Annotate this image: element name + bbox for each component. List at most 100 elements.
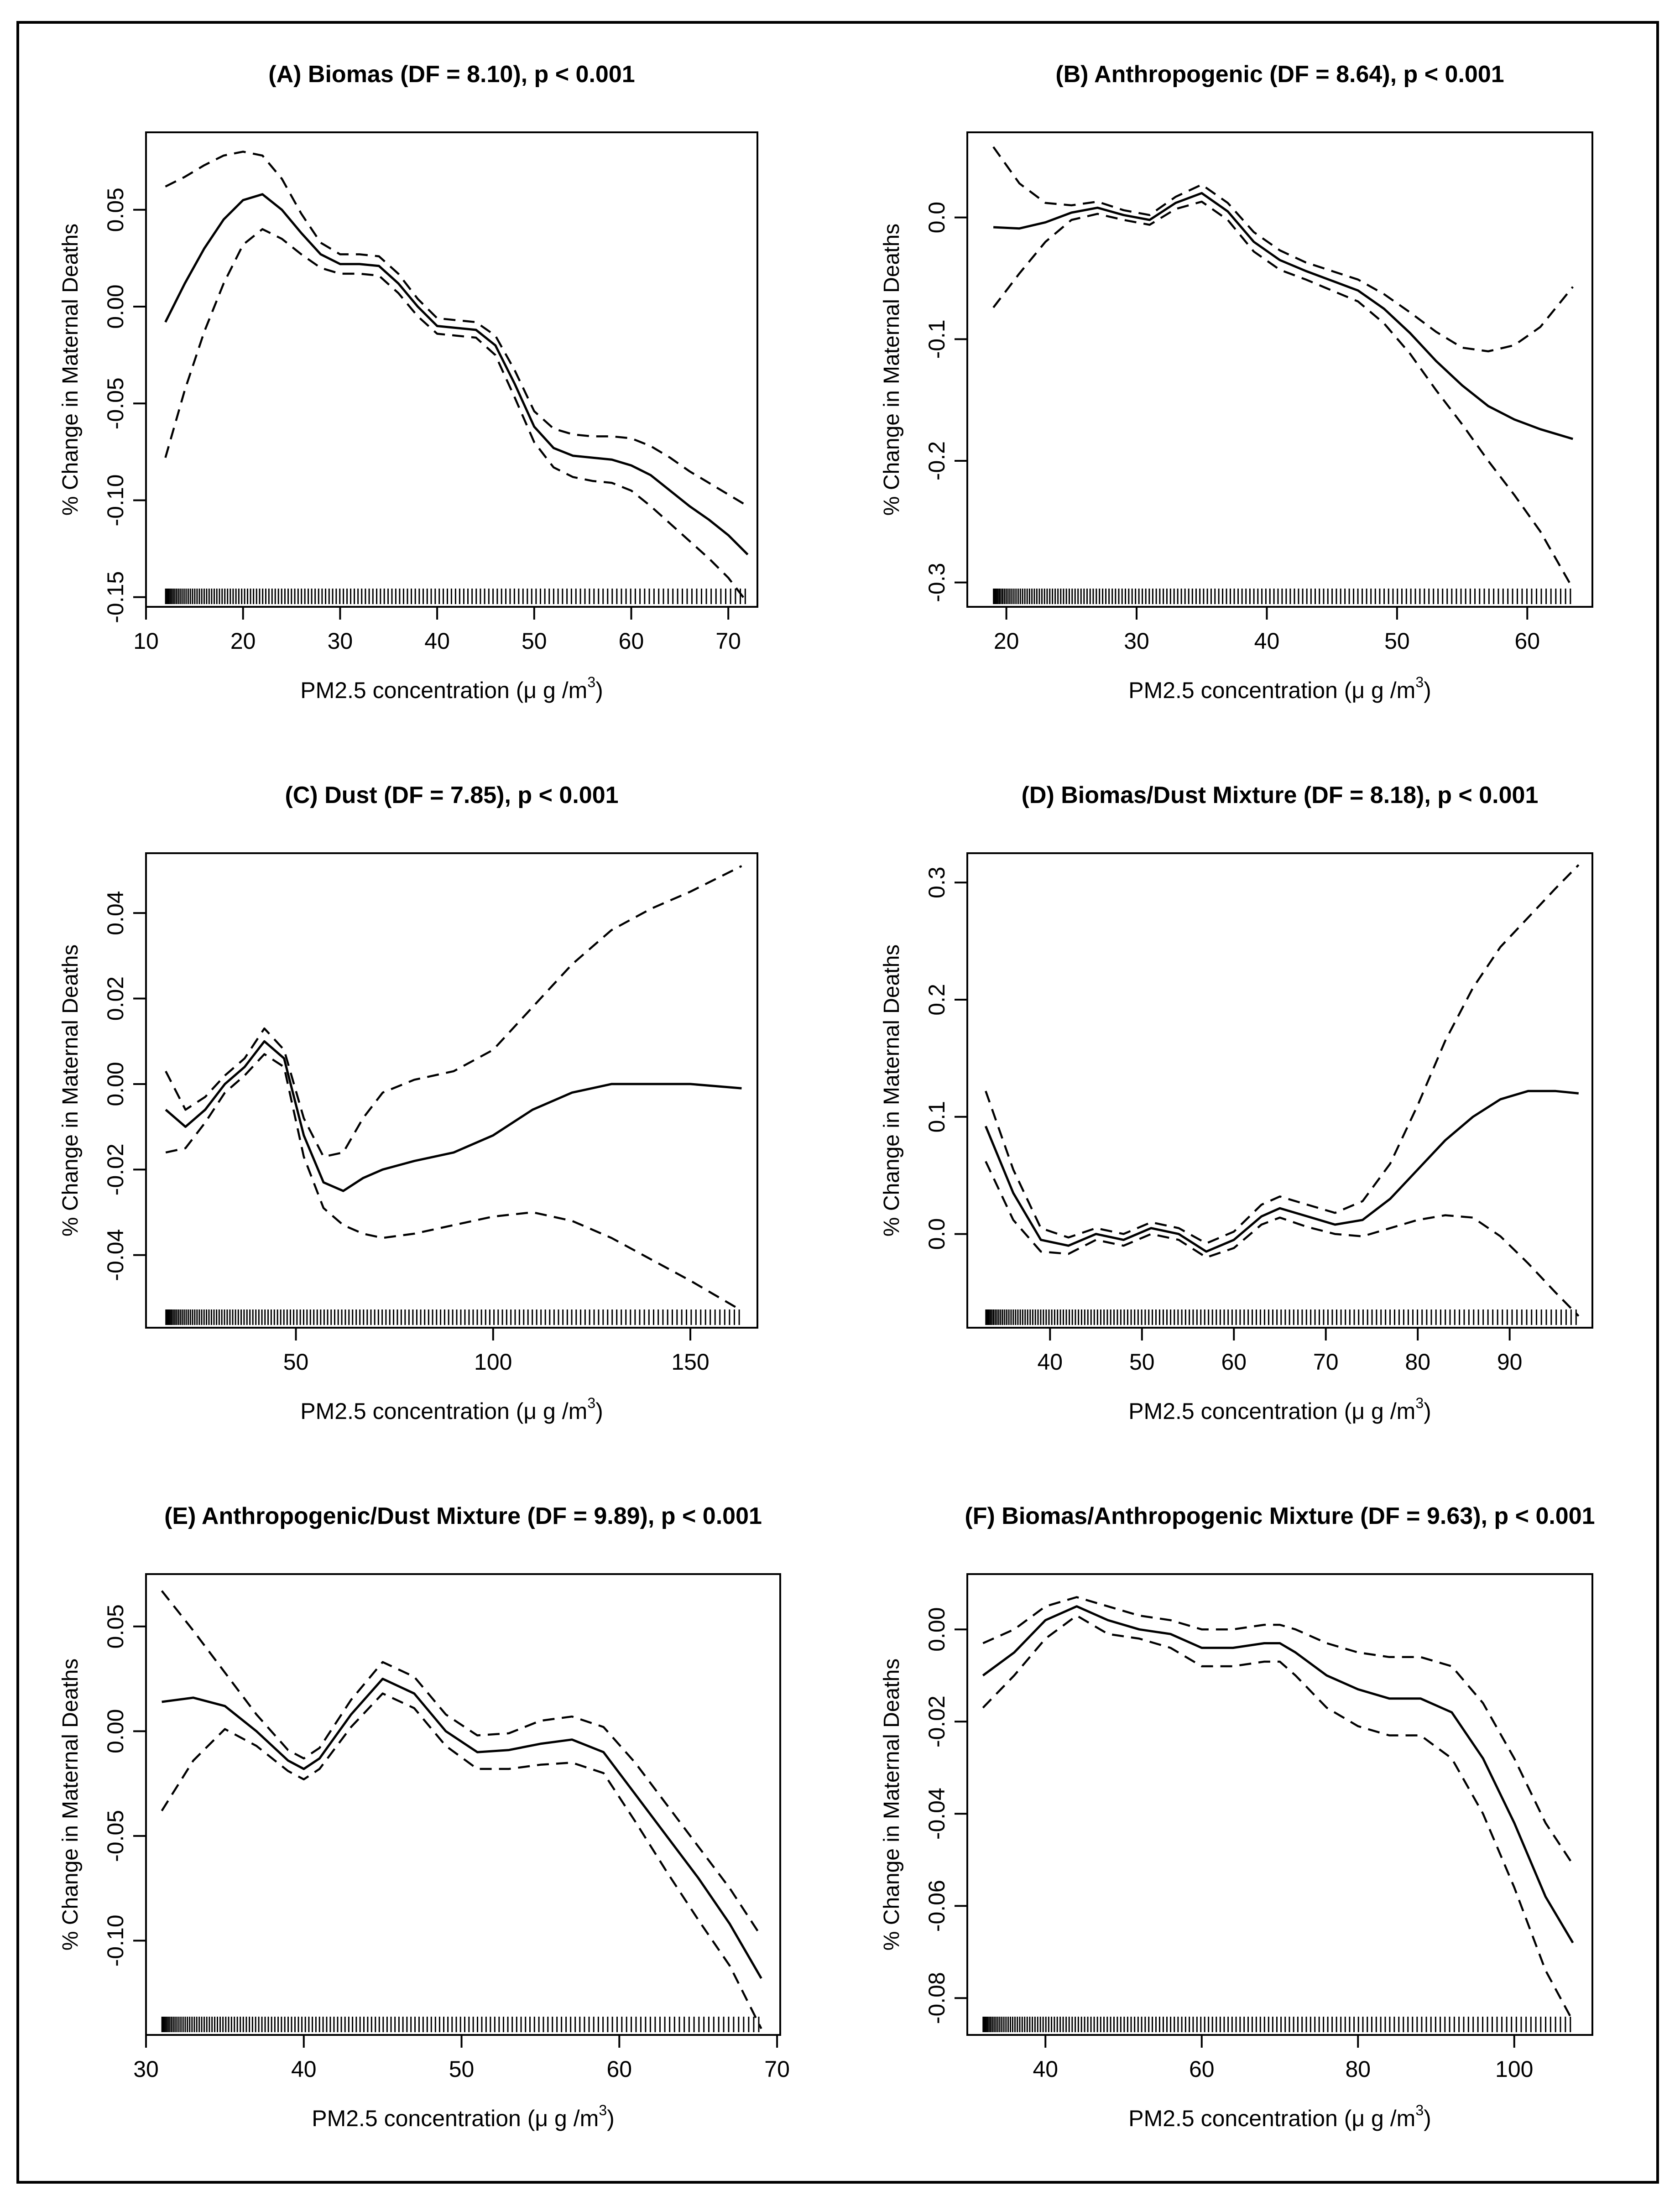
y-tick-label: -0.02 (924, 1695, 950, 1747)
x-tick-label: 50 (449, 2056, 475, 2082)
plot-frame (966, 852, 1593, 1329)
x-tick-label: 40 (291, 2056, 317, 2082)
x-tick-label: 60 (1189, 2056, 1215, 2082)
y-tick-label: 0.05 (103, 1604, 128, 1648)
chart-title: (D) Biomas/Dust Mixture (DF = 8.18), p <… (1022, 782, 1539, 808)
x-tick-label: 10 (133, 628, 159, 654)
series-lower-line (982, 1614, 1574, 2022)
y-tick-label: -0.2 (924, 441, 950, 480)
rug-marks (985, 1309, 1577, 1325)
y-tick-label: 0.0 (924, 202, 950, 234)
series-upper-line (161, 1590, 762, 1937)
x-tick-label: 60 (619, 628, 644, 654)
x-axis-label-unit-tail: m (1397, 678, 1416, 703)
series-estimate-line (993, 192, 1573, 440)
series-upper-line (992, 146, 1574, 353)
x-tick-label: 20 (230, 628, 256, 654)
y-tick-label: 0.00 (924, 1607, 950, 1652)
chart-title: (B) Anthropogenic (DF = 8.64), p < 0.001 (1055, 61, 1504, 88)
x-axis-label-unit-tail: m (580, 2106, 599, 2131)
y-tick-label: -0.05 (103, 1810, 128, 1862)
x-axis-label-unit: μ g (523, 1398, 556, 1424)
x-tick-label: 40 (1038, 1349, 1063, 1375)
x-axis-label-sup: 3 (587, 1395, 595, 1411)
y-tick-label: -0.10 (103, 1914, 128, 1966)
x-tick-label: 70 (715, 628, 741, 654)
x-axis-label-text: PM2.5 concentration ( (312, 2106, 535, 2131)
x-axis-label-slash: / (556, 678, 569, 703)
x-tick-label: 60 (607, 2056, 632, 2082)
x-tick-label: 90 (1497, 1349, 1523, 1375)
plot-frame (145, 852, 758, 1329)
series-lower-line (992, 200, 1574, 589)
x-tick-label: 30 (328, 628, 353, 654)
x-tick-label: 60 (1221, 1349, 1247, 1375)
y-tick-label: 0.0 (924, 1218, 950, 1250)
x-axis-label-unit: μ g (523, 678, 556, 703)
y-tick-label: 0.1 (924, 1101, 950, 1133)
x-axis-label-close: ) (1424, 1398, 1431, 1424)
series-lower-line (164, 228, 749, 604)
y-tick-label: 0.3 (924, 866, 950, 898)
y-axis-label: % Change in Maternal Deaths (58, 944, 83, 1236)
x-axis-label: PM2.5 concentration (μ g /m3) (300, 674, 603, 703)
series-upper-line (982, 1596, 1574, 1865)
y-tick-label: -0.05 (103, 377, 128, 429)
chart-panel-5: (E) Anthropogenic/Dust Mixture (DF = 9.8… (58, 1503, 790, 2131)
chart-title: (F) Biomas/Anthropogenic Mixture (DF = 9… (965, 1503, 1595, 1529)
series-estimate-line (982, 1605, 1574, 1944)
y-tick-label: 0.2 (924, 984, 950, 1016)
plot-frame (966, 131, 1593, 608)
series-upper-line (165, 865, 742, 1158)
x-tick-label: 100 (474, 1349, 512, 1375)
x-axis-label-unit: μ g (535, 2106, 567, 2131)
x-axis-label-unit: μ g (1351, 2106, 1384, 2131)
x-axis-label-unit-tail: m (569, 1398, 588, 1424)
x-axis-label-sup: 3 (1415, 1395, 1424, 1411)
x-tick-label: 50 (522, 628, 547, 654)
series-lower-line (161, 1692, 762, 2029)
x-tick-label: 70 (764, 2056, 790, 2082)
x-tick-label: 40 (1033, 2056, 1058, 2082)
x-tick-label: 100 (1495, 2056, 1533, 2082)
series-estimate-line (165, 1040, 742, 1192)
rug-marks (165, 1309, 740, 1325)
x-axis-label-close: ) (1424, 2106, 1431, 2131)
y-tick-label: 0.00 (103, 1062, 128, 1106)
x-axis-label-slash: / (1384, 678, 1397, 703)
x-tick-label: 50 (1129, 1349, 1155, 1375)
x-tick-label: 60 (1514, 628, 1540, 654)
x-axis-label-close: ) (1424, 678, 1431, 703)
y-axis-label: % Change in Maternal Deaths (58, 1659, 83, 1951)
x-axis-label-text: PM2.5 concentration ( (1128, 1398, 1351, 1424)
chart-panel-6: (F) Biomas/Anthropogenic Mixture (DF = 9… (880, 1503, 1595, 2131)
y-tick-label: -0.04 (103, 1229, 128, 1281)
series-estimate-line (984, 1090, 1579, 1253)
y-tick-label: 0.04 (103, 891, 128, 935)
x-axis-label-unit-tail: m (1397, 2106, 1416, 2131)
x-tick-label: 20 (994, 628, 1019, 654)
x-axis-label-unit-tail: m (569, 678, 588, 703)
x-axis-label-sup: 3 (1415, 674, 1424, 690)
x-axis-label-sup: 3 (599, 2102, 607, 2118)
y-tick-label: -0.3 (924, 563, 950, 602)
x-axis-label-text: PM2.5 concentration ( (300, 1398, 523, 1424)
chart-panel-2: (B) Anthropogenic (DF = 8.64), p < 0.001… (880, 61, 1593, 703)
x-axis-label-unit: μ g (1351, 1398, 1384, 1424)
y-tick-label: -0.10 (103, 475, 128, 527)
x-axis-label-sup: 3 (1415, 2102, 1424, 2118)
x-axis-label-slash: / (567, 2106, 580, 2131)
x-axis-label-slash: / (556, 1398, 569, 1424)
y-tick-label: 0.00 (103, 284, 128, 329)
y-axis-label: % Change in Maternal Deaths (58, 224, 83, 516)
chart-title: (A) Biomas (DF = 8.10), p < 0.001 (268, 61, 635, 88)
plot-frame (145, 131, 758, 608)
y-axis-label: % Change in Maternal Deaths (880, 224, 904, 516)
rug-marks (161, 2017, 760, 2032)
chart-panel-4: (D) Biomas/Dust Mixture (DF = 8.18), p <… (880, 782, 1593, 1424)
rug-marks (165, 589, 746, 604)
y-tick-label: 0.00 (103, 1709, 128, 1753)
x-axis-label-close: ) (595, 1398, 603, 1424)
y-tick-label: 0.05 (103, 188, 128, 232)
series-lower-line (165, 1053, 742, 1312)
